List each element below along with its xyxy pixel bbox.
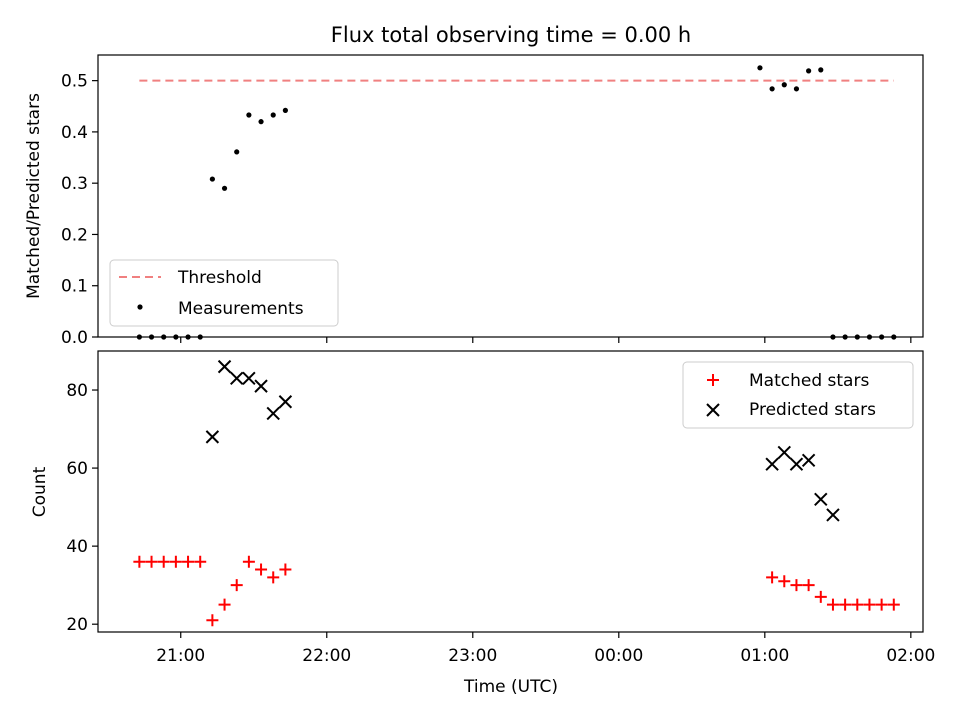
matched-stars-point: [766, 571, 779, 584]
bottom-ytick-label: 20: [66, 615, 88, 635]
legend-matched-label: Matched stars: [749, 371, 869, 391]
top-legend-box: [109, 259, 339, 327]
predicted-stars-point: [765, 457, 779, 471]
measurement-point: [806, 68, 812, 74]
predicted-stars-point: [254, 379, 268, 393]
bottom-panel: Count Time (UTC) 20 40 60 80 21:00 22:00 23:00…: [30, 350, 935, 697]
bottom-plot-frame: [97, 350, 924, 633]
matched-stars-point: [169, 555, 182, 568]
measurement-point: [769, 86, 775, 92]
top-ytick-label: 0.0: [61, 328, 88, 348]
bottom-legend: Matched stars Predicted stars: [682, 361, 914, 429]
predicted-stars-point: [230, 371, 244, 386]
bottom-ytick-label: 40: [66, 537, 88, 557]
legend-predicted-label: Predicted stars: [749, 400, 876, 420]
matched-stars-point: [145, 555, 158, 568]
top-axes: 0.0 0.1 0.2 0.3 0.4 0.5: [61, 72, 912, 348]
matched-stars-point: [218, 598, 231, 611]
top-ytick-label: 0.4: [61, 123, 88, 143]
legend-measurements-label: Measurements: [178, 299, 304, 319]
matched-stars-point: [267, 571, 280, 584]
measurement-point: [221, 185, 228, 191]
bottom-xtick-label: 23:00: [448, 646, 497, 666]
matched-stars-point: [242, 555, 255, 568]
predicted-stars-point: [278, 395, 293, 409]
bottom-xtick-label: 22:00: [302, 646, 351, 666]
matched-stars-point: [839, 598, 852, 611]
predicted-stars-point: [814, 492, 828, 507]
predicted-stars-point: [826, 508, 840, 522]
top-ytick-label: 0.5: [61, 72, 88, 92]
bottom-xtick-label: 21:00: [156, 646, 205, 666]
predicted-stars-point: [217, 359, 232, 374]
predicted-stars-point: [266, 406, 280, 421]
top-plot-frame: [97, 54, 924, 338]
matched-stars-point: [826, 598, 839, 611]
legend-threshold-label: Threshold: [177, 268, 262, 288]
measurement-point: [818, 67, 824, 73]
chart-title: Flux total observing time = 0.00 h: [331, 23, 691, 47]
matched-stars-point: [863, 598, 876, 611]
measurement-point: [246, 112, 252, 118]
matched-stars-point: [778, 575, 791, 588]
matched-stars-point: [206, 614, 219, 627]
bottom-ytick-label: 60: [66, 459, 88, 479]
measurement-point: [258, 119, 264, 125]
legend-predicted-swatch: [706, 403, 720, 417]
bottom-plot-marks: [133, 359, 900, 627]
matched-stars-point: [875, 598, 888, 611]
measurement-point: [270, 112, 276, 118]
x-axis-label: Time (UTC): [463, 677, 558, 697]
bottom-xtick-label: 02:00: [886, 646, 935, 666]
matched-stars-point: [802, 579, 815, 592]
top-ytick-label: 0.2: [61, 225, 88, 245]
top-panel: Flux total observing time = 0.00 h Match…: [24, 23, 924, 348]
measurement-point: [282, 107, 288, 113]
measurement-point: [781, 82, 787, 88]
matched-stars-point: [255, 563, 268, 576]
legend-measurements-swatch: [137, 304, 143, 310]
top-ytick-label: 0.1: [61, 277, 88, 297]
predicted-stars-point: [205, 430, 220, 444]
bottom-axes: 20 40 60 80 21:00 22:00 23:00 00:00 01:00 02:00: [66, 381, 935, 666]
legend-matched-swatch: [707, 374, 719, 386]
matched-stars-point: [182, 555, 195, 568]
matched-stars-point: [279, 563, 292, 576]
predicted-stars-point: [242, 371, 256, 386]
bottom-y-axis-label: Count: [30, 466, 50, 517]
measurement-point: [793, 86, 800, 92]
top-legend: Threshold Measurements: [109, 259, 339, 327]
top-ytick-label: 0.3: [61, 174, 88, 194]
measurement-point: [234, 149, 240, 155]
matched-stars-point: [851, 598, 864, 611]
matched-stars-point: [133, 555, 146, 568]
matched-stars-point: [790, 579, 803, 592]
predicted-stars-point: [801, 453, 816, 467]
bottom-ytick-label: 80: [66, 381, 88, 401]
predicted-stars-point: [789, 457, 804, 471]
matched-stars-point: [814, 590, 827, 603]
predicted-stars-point: [777, 445, 791, 460]
matched-stars-point: [157, 555, 170, 568]
bottom-xtick-label: 01:00: [740, 646, 789, 666]
measurement-point: [209, 176, 215, 182]
matched-stars-point: [230, 579, 243, 592]
bottom-xtick-label: 00:00: [594, 646, 643, 666]
bottom-legend-box: [682, 361, 914, 429]
matched-stars-point: [194, 555, 207, 568]
top-y-axis-label: Matched/Predicted stars: [24, 93, 44, 299]
measurement-point: [757, 65, 763, 71]
matched-stars-point: [887, 598, 900, 611]
